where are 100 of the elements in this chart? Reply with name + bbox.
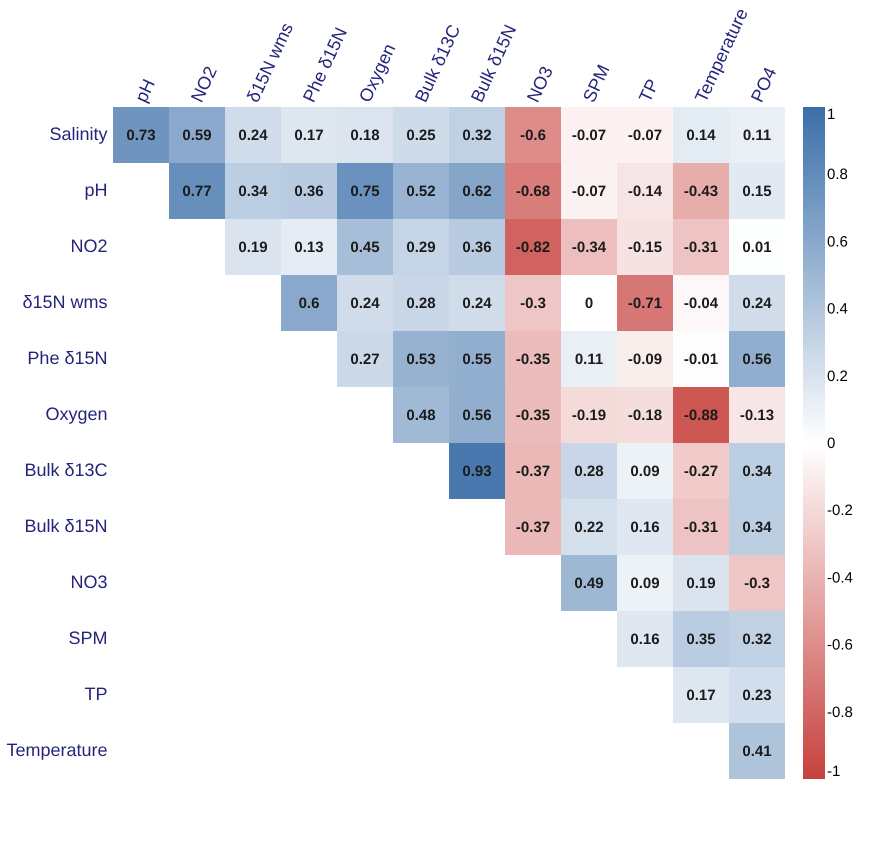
x-tick-label: Phe δ15N [299,24,351,106]
data-label: -0.71 [628,295,662,312]
data-label: -0.43 [684,183,718,200]
y-tick-label: Phe δ15N [27,348,108,368]
y-tick-label: Bulk δ13C [24,460,108,480]
data-label: 0.09 [630,463,660,480]
data-label: -0.18 [628,407,662,424]
data-label: 0.14 [686,127,716,144]
data-label: 0.45 [350,239,380,256]
data-label: 0.32 [742,631,772,648]
data-label: 0.34 [742,519,772,536]
data-label: -0.07 [572,127,606,144]
color-bar-label: 0.8 [827,166,848,184]
x-tick-label: TP [635,76,663,106]
data-label: 0.29 [406,239,436,256]
color-bar-label: 0.6 [827,233,848,250]
x-tick-label: NO3 [523,63,557,106]
color-bar-label: -0.8 [827,704,853,721]
data-label: -0.01 [684,351,718,368]
data-label: -0.34 [572,239,607,256]
data-label: 0.24 [462,295,492,312]
y-tick-label: pH [84,180,108,200]
data-label: 0.6 [298,295,320,312]
data-label: 0.53 [406,351,436,368]
data-label: 0.34 [742,463,772,480]
data-label: -0.31 [684,519,718,536]
data-label: 0.36 [294,183,324,200]
data-label: 0.11 [574,351,604,368]
data-label: 0.41 [742,743,772,760]
data-label: -0.04 [684,295,719,312]
x-tick-label: NO2 [187,63,221,106]
data-label: -0.68 [516,183,550,200]
color-bar-label: 0 [827,435,836,452]
x-tick-label: pH [131,76,159,106]
data-label: 0.93 [462,463,492,480]
color-bar-label: 0.2 [827,368,848,385]
data-label: 0 [584,295,594,312]
data-label: 0.16 [630,631,660,648]
data-label: -0.09 [628,351,662,368]
data-label: -0.14 [628,183,663,200]
color-bar-label: 1 [827,106,836,123]
y-tick-label: Oxygen [45,404,108,424]
data-label: -0.07 [572,183,606,200]
data-label: -0.82 [516,239,550,256]
data-label: 0.28 [406,295,436,312]
data-label: 0.35 [686,631,716,648]
y-tick-label: SPM [68,628,108,648]
x-tick-label: Bulk δ13C [411,22,464,106]
data-label: 0.48 [406,407,436,424]
data-label: -0.6 [520,127,546,144]
data-label: 0.36 [462,239,492,256]
data-label: 0.56 [462,407,492,424]
data-label: 0.23 [742,687,772,704]
data-label: 0.17 [294,127,324,144]
y-tick-label: NO3 [70,572,108,592]
x-tick-label: SPM [579,61,614,106]
data-label: 0.59 [182,127,212,144]
data-label: 0.18 [350,127,380,144]
color-bar-label: -1 [827,763,840,780]
data-label: 0.11 [742,127,772,144]
y-tick-label: δ15N wms [22,292,108,312]
y-tick-label: NO2 [70,236,108,256]
color-bar-label: -0.6 [827,636,853,654]
data-label: -0.27 [684,463,718,480]
data-label: 0.09 [630,575,660,592]
data-label: -0.13 [740,407,774,424]
data-label: -0.35 [516,351,550,368]
data-label: 0.56 [742,351,772,368]
data-label: -0.19 [572,407,606,424]
data-label: 0.75 [350,183,380,200]
x-tick-label: Bulk δ15N [467,22,520,106]
data-label: 0.19 [686,575,716,592]
data-label: -0.37 [516,463,550,480]
data-label: 0.24 [350,295,380,312]
data-label: 0.24 [742,295,772,312]
color-bar-label: -0.2 [827,502,853,520]
x-tick-label: δ15N wms [243,20,298,106]
data-label: -0.3 [520,295,546,312]
data-label: 0.34 [238,183,268,200]
data-label: -0.07 [628,127,662,144]
data-label: 0.16 [630,519,660,536]
y-tick-label: Salinity [49,124,108,144]
data-label: 0.77 [182,183,212,200]
color-bar-label: 0.4 [827,300,848,318]
data-label: 0.52 [406,183,436,200]
y-tick-label: TP [84,684,108,704]
y-tick-label: Bulk δ15N [24,516,108,536]
color-bar-label: -0.4 [827,569,853,586]
data-label: 0.25 [406,127,436,144]
data-label: 0.22 [574,519,604,536]
data-label: -0.15 [628,239,662,256]
data-label: 0.13 [294,239,324,256]
data-label: -0.31 [684,239,718,256]
data-label: -0.3 [744,575,770,592]
y-tick-label: Temperature [6,740,108,760]
data-label: 0.24 [238,127,268,144]
data-label: 0.17 [686,687,716,704]
x-tick-label: PO4 [747,64,780,106]
data-label: 0.15 [742,183,772,200]
data-label: 0.49 [574,575,604,592]
